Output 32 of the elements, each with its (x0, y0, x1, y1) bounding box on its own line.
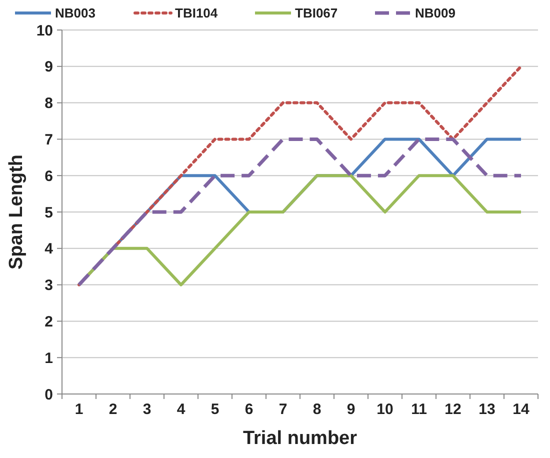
y-tick-label: 2 (44, 313, 53, 330)
legend-label: TBI067 (295, 6, 338, 21)
x-tick-label: 7 (278, 401, 288, 418)
y-tick-label: 5 (44, 204, 53, 222)
x-tick-label: 6 (244, 401, 254, 418)
y-tick-label: 9 (44, 58, 53, 76)
x-tick-label: 11 (411, 401, 427, 418)
line-series (78, 64, 522, 286)
legend-label: NB009 (415, 6, 456, 21)
y-tick-label: 4 (44, 240, 54, 258)
y-tick-label: 10 (36, 22, 53, 40)
x-axis-title: Trial number (242, 428, 358, 449)
x-tick-label: 9 (346, 401, 356, 418)
x-tick-label: 2 (108, 401, 118, 418)
x-tick-label: 1 (74, 401, 84, 418)
legend-label: NB003 (55, 6, 96, 21)
y-tick-label: 1 (44, 350, 53, 367)
y-tick-label: 6 (44, 168, 53, 185)
x-tick-label: 12 (444, 401, 462, 418)
y-tick-label: 7 (44, 131, 53, 148)
y-axis-title: Span Length (6, 154, 27, 270)
legend-label: TBI104 (175, 6, 218, 21)
x-tick-label: 10 (376, 401, 394, 418)
x-tick-label: 8 (312, 401, 322, 418)
x-tick-label: 5 (210, 401, 220, 418)
y-tick-label: 3 (44, 277, 53, 294)
y-tick-label: 8 (44, 95, 53, 112)
y-tick-label: 0 (44, 386, 53, 404)
x-tick-label: 13 (478, 401, 496, 418)
x-tick-label: 3 (142, 401, 152, 418)
x-tick-label: 4 (176, 401, 186, 418)
x-tick-label: 14 (512, 401, 530, 418)
